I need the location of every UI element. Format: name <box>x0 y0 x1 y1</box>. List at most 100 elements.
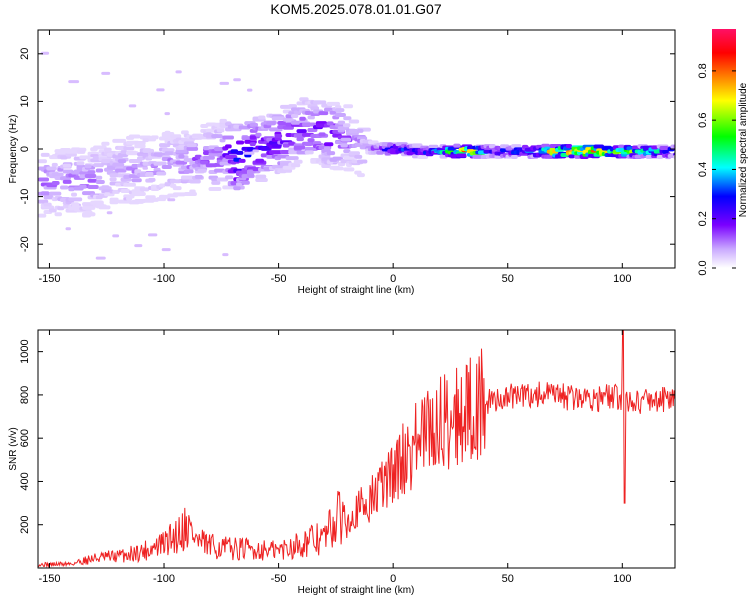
spectrogram-cell <box>340 143 348 148</box>
spectrogram-cell <box>565 144 573 149</box>
y-tick-label: 0 <box>19 146 31 152</box>
spectrogram-cell <box>95 168 104 173</box>
spectrogram-cell <box>112 138 127 143</box>
spectrogram-cell <box>211 180 221 185</box>
spectrogram-cell <box>172 192 186 197</box>
x-tick-label: 100 <box>613 273 631 285</box>
spectrogram-cell <box>417 155 429 160</box>
spectrogram-cell <box>334 105 342 110</box>
spectrogram-cell <box>92 163 104 168</box>
x-tick-label: -50 <box>271 573 287 585</box>
x-tick-label: -100 <box>153 573 175 585</box>
spectrogram-cell <box>114 168 127 173</box>
spectrogram-cell <box>43 195 54 200</box>
y-tick-label: -20 <box>19 236 31 252</box>
spectrogram-cell <box>246 88 253 92</box>
spectrogram-cell <box>274 133 283 138</box>
spectrogram-cell <box>95 179 105 184</box>
spectrogram-cell <box>296 129 307 134</box>
spectrogram-cell <box>183 158 194 163</box>
spectrogram-cell <box>131 178 142 183</box>
spectrogram-cell <box>164 112 170 116</box>
snr-frame <box>37 329 676 569</box>
spectrogram-cell <box>332 156 343 161</box>
spectrogram-cell <box>255 177 268 182</box>
spectrogram-cell <box>95 175 103 180</box>
spectrogram-cell <box>651 145 659 150</box>
spectrogram-cell <box>356 173 365 178</box>
spectrogram-cell <box>343 116 352 121</box>
spectrogram-cell <box>123 174 130 179</box>
spectrogram-cell <box>334 112 346 117</box>
spectrogram-cell <box>117 159 127 164</box>
spectrogram-cell <box>125 196 133 201</box>
spectrogram-cell <box>343 104 354 109</box>
spectrogram-cell <box>323 142 334 147</box>
spectrogram-cell <box>472 154 483 159</box>
spectrogram-cell <box>186 146 199 151</box>
colorbar-tick-label: 0.6 <box>697 113 709 128</box>
spectrogram-cell <box>156 161 167 166</box>
spectrogram-cell <box>194 174 203 179</box>
snr-panel: -150 -100 -50 0 50 100 200 400 600 800 1000 Heigh… <box>8 329 676 596</box>
spectrogram-cell <box>169 134 182 139</box>
spectrogram-cell <box>411 143 423 148</box>
spectrogram-cell <box>257 115 266 120</box>
spectrogram-cell <box>321 164 331 169</box>
colorbar-gradient <box>712 29 736 268</box>
spectrogram-cell <box>150 135 159 140</box>
spectrogram-cell <box>65 227 71 231</box>
spectrogram-cell <box>136 191 146 196</box>
spectrogram-cell <box>304 150 314 155</box>
spectrogram-cell <box>57 167 64 172</box>
spectrogram-cell <box>48 208 57 213</box>
spectrogram-cell <box>161 148 175 153</box>
spectrogram-cell <box>40 152 50 157</box>
chart-title: KOM5.2025.078.01.01.G07 <box>270 1 441 17</box>
spectrogram-cell <box>84 164 92 169</box>
x-tick-label: 50 <box>502 273 514 285</box>
spectrogram-cell <box>191 163 199 168</box>
spectrogram-cell <box>568 154 575 159</box>
snr-y-ticks: 200 400 600 800 1000 <box>19 339 675 534</box>
snr-line <box>38 330 675 568</box>
spectrogram-cell <box>670 144 675 149</box>
spectrogram-cell <box>356 159 368 164</box>
spectrogram-cell <box>299 116 306 121</box>
spectrogram-cell <box>175 70 182 74</box>
spectrogram-cell <box>120 150 128 155</box>
spectrogram-cell <box>106 211 113 215</box>
spectrogram-cell <box>293 110 301 115</box>
spectrogram-cell <box>455 153 467 158</box>
spectrogram-cell <box>288 141 295 146</box>
spectrogram-cell <box>40 51 50 55</box>
spectrogram-cell <box>348 151 361 156</box>
spectrogram-cell <box>38 159 47 164</box>
spectrogram-x-axis-label: Height of straight line (km) <box>298 285 415 296</box>
spectrogram-cell <box>241 180 250 185</box>
spectrogram-cell <box>136 142 146 147</box>
spectrogram-cell <box>145 171 154 176</box>
spectrogram-cell <box>268 150 282 155</box>
spectrogram-cell <box>290 113 299 118</box>
spectrogram-cell <box>348 119 360 124</box>
spectrogram-cell <box>68 197 83 202</box>
spectrogram-cell <box>46 166 57 171</box>
y-tick-label: 10 <box>19 95 31 107</box>
spectrogram-cell <box>222 253 229 257</box>
x-tick-label: -150 <box>38 573 60 585</box>
colorbar-tick-label: 0.0 <box>697 260 709 275</box>
spectrogram-cell <box>120 177 132 182</box>
spectrogram-y-axis-label: Frequency (Hz) <box>8 115 19 184</box>
y-tick-label: 600 <box>19 429 31 447</box>
spectrogram-cell <box>172 186 182 191</box>
spectrogram-cell <box>238 158 246 163</box>
spectrogram-cell <box>197 168 207 173</box>
spectrogram-cell <box>142 138 149 143</box>
colorbar-tick-label: 0.4 <box>697 162 709 177</box>
spectrogram-cell <box>249 142 256 147</box>
spectrogram-cell <box>356 128 364 133</box>
spectrogram-cell <box>109 197 119 202</box>
spectrogram-cell <box>337 120 346 125</box>
